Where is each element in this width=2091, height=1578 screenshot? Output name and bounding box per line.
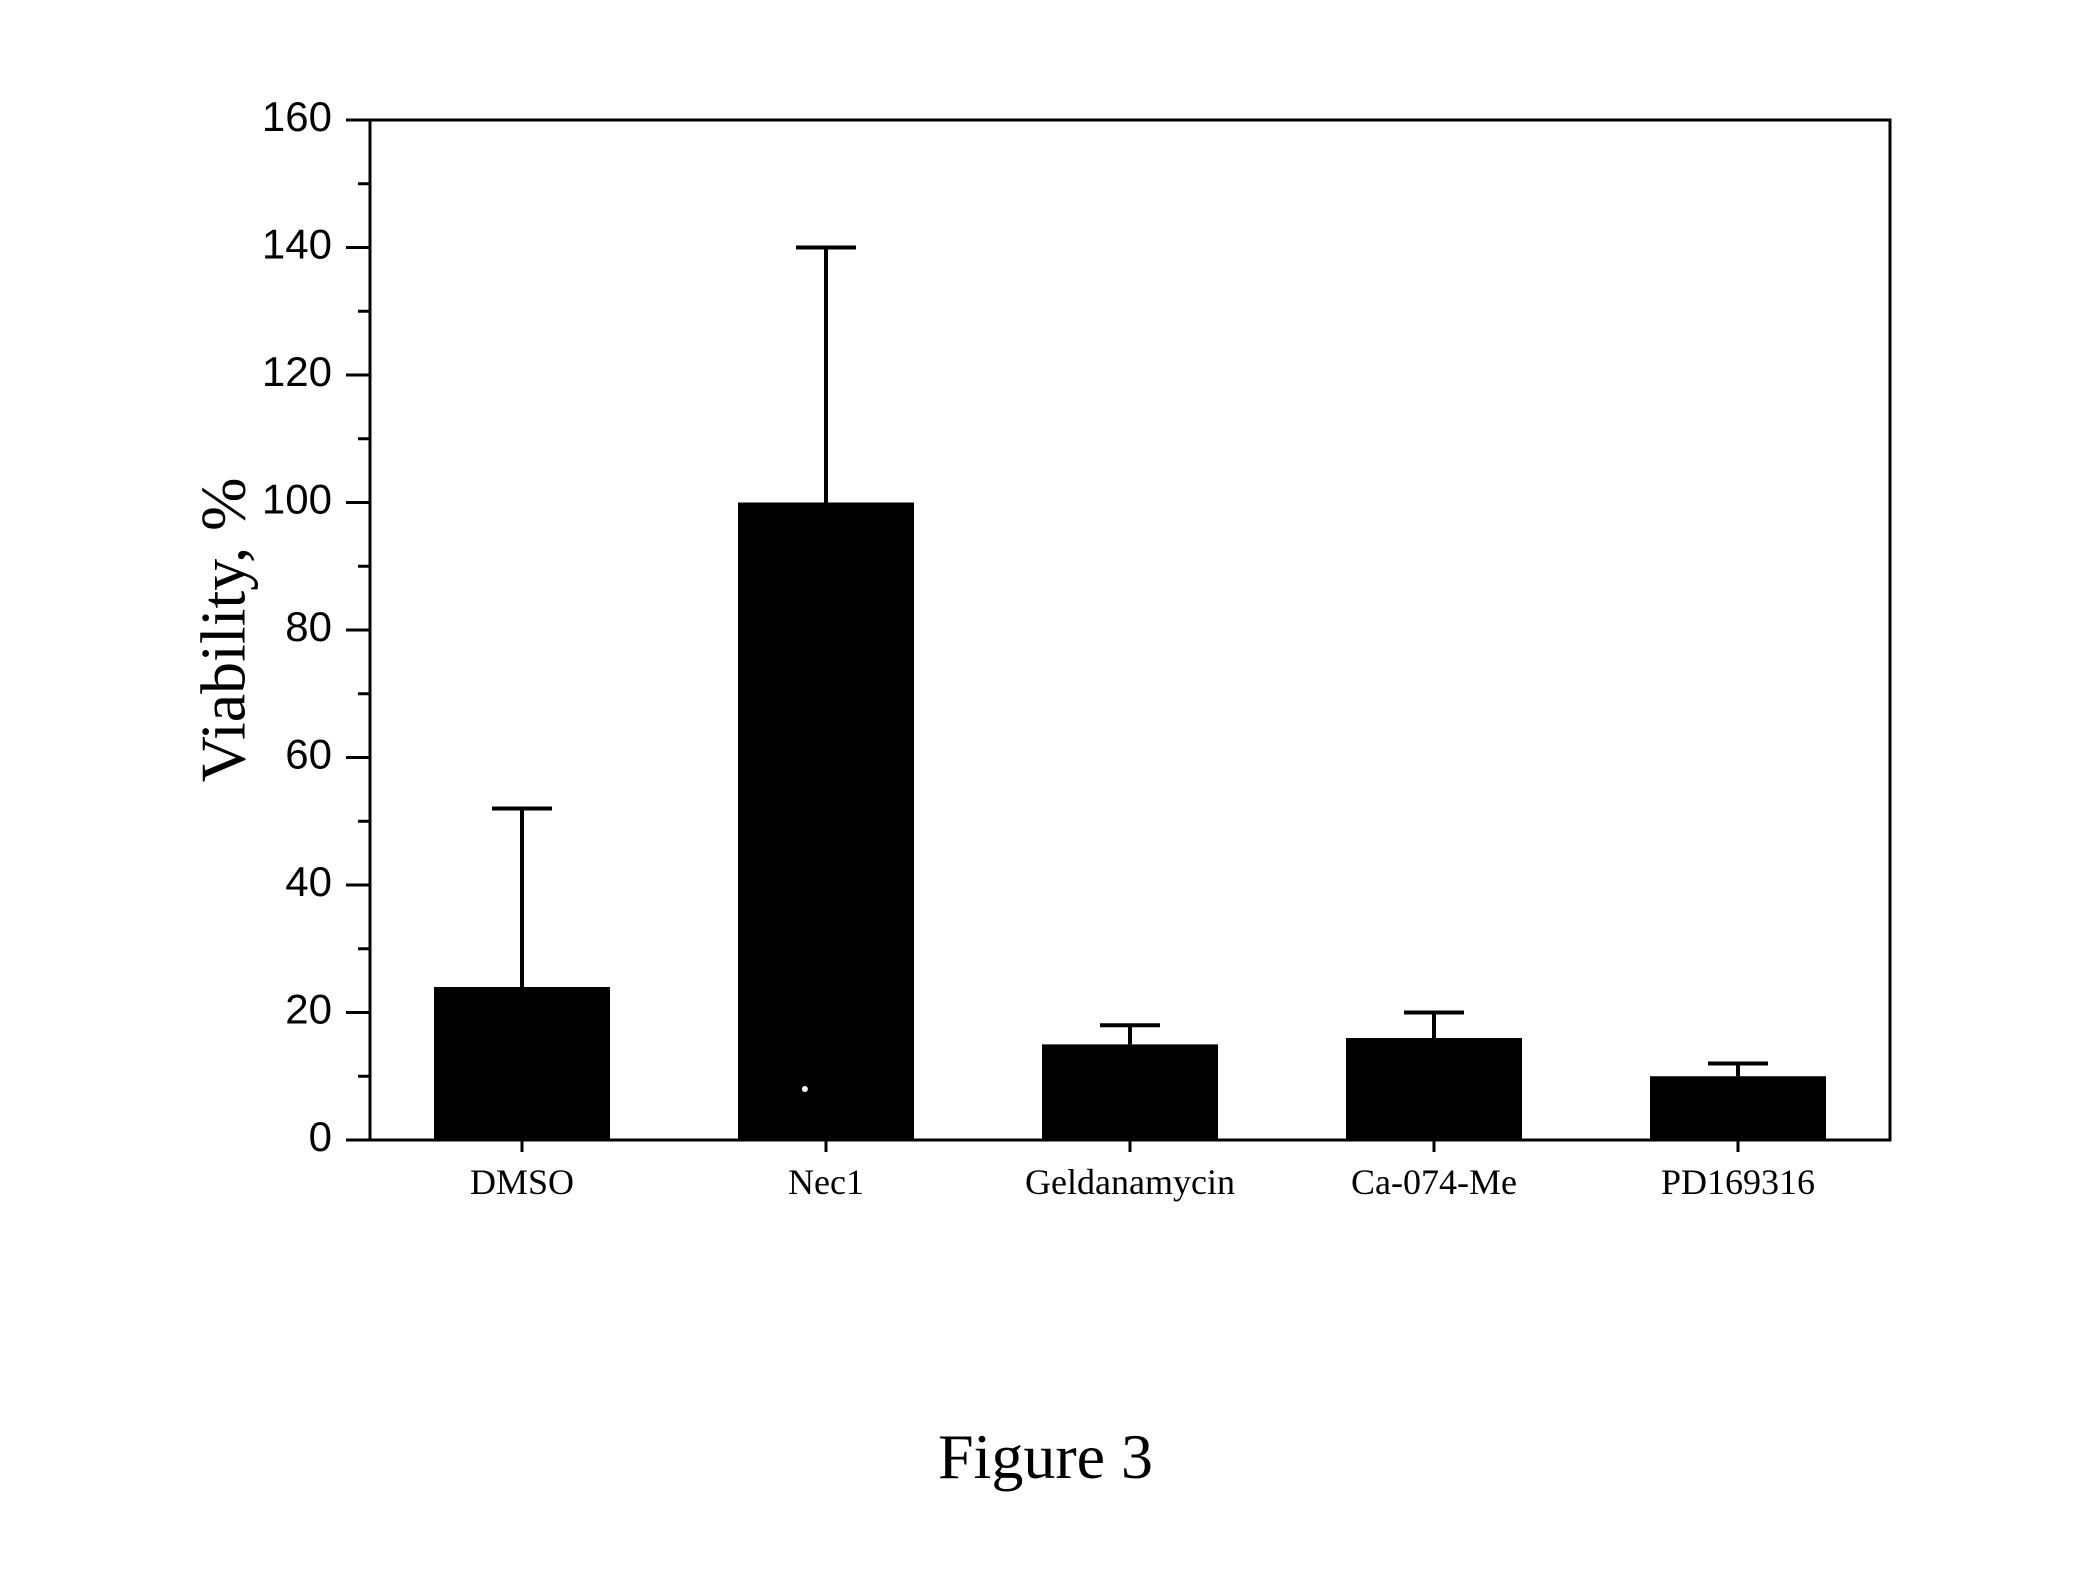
page: 0 20 40 60 80 100 120 140 160 Viability, % DMSO Nec…: [0, 0, 2091, 1578]
x-tick-label: Ca-074-Me: [1351, 1162, 1517, 1202]
y-tick-label: 20: [285, 986, 332, 1033]
y-tick-label: 140: [262, 221, 332, 268]
y-tick-label: 100: [262, 476, 332, 523]
bar: [738, 503, 914, 1141]
y-tick-label: 160: [262, 93, 332, 140]
y-tick-label: 60: [285, 731, 332, 778]
y-tick-label: 80: [285, 603, 332, 650]
chart-container: 0 20 40 60 80 100 120 140 160 Viability, % DMSO Nec…: [170, 80, 1970, 1280]
x-tick-label: Geldanamycin: [1025, 1162, 1235, 1202]
x-tick-label: DMSO: [470, 1162, 574, 1202]
bar: [1346, 1038, 1522, 1140]
bar: [1650, 1076, 1826, 1140]
bar: [434, 987, 610, 1140]
x-tick-label: Nec1: [788, 1162, 864, 1202]
bar: [1042, 1044, 1218, 1140]
x-tick-label: PD169316: [1661, 1162, 1815, 1202]
viability-bar-chart: 0 20 40 60 80 100 120 140 160 Viability, % DMSO Nec…: [170, 80, 1970, 1280]
y-axis-label: Viability, %: [188, 478, 259, 783]
y-tick-label: 0: [309, 1113, 332, 1160]
figure-caption: Figure 3: [0, 1420, 2091, 1494]
y-tick-label: 40: [285, 858, 332, 905]
y-tick-label: 120: [262, 348, 332, 395]
scan-artifact-dot: [802, 1086, 808, 1092]
